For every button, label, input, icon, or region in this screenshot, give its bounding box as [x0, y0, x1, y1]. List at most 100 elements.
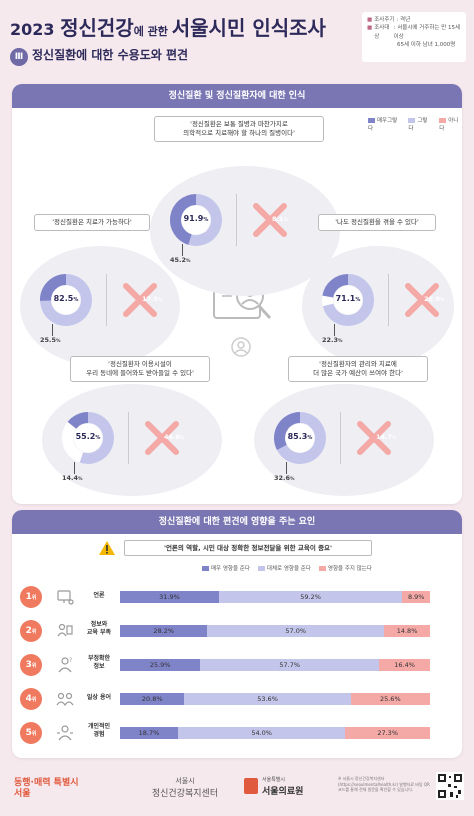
mental-health-center-logo: 서울시 정신건강복지센터: [140, 776, 230, 799]
perception-section-title: 정신질환 및 정신질환자에 대한 인식: [12, 84, 462, 108]
hospital-logo-name: 서울의료원: [262, 787, 304, 797]
perception-legend: 매우그렇다 그렇다 아니다: [368, 116, 462, 132]
legend-item: 매우그렇다: [368, 116, 400, 132]
bar-track: 18.7% 54.0% 27.3%: [120, 727, 430, 739]
legend-item: 매우 영향을 준다: [202, 564, 250, 572]
legend-swatch: [368, 118, 375, 123]
statement-quote: '정신질환자의 관리와 치료에 더 많은 국가 예산이 쓰여야 한다': [288, 356, 428, 382]
bar-value-label: 16.4%: [394, 661, 415, 669]
statement-quote: '정신질환자 이용시설이 우리 동네에 들어와도 받아들일 수 있다': [70, 356, 210, 382]
legend-item: 아니다: [439, 116, 462, 132]
hospital-logo-icon: [244, 778, 258, 794]
legend-swatch: [202, 566, 209, 571]
bar-segment: 27.3%: [345, 727, 430, 739]
bullet-icon: ■: [367, 17, 373, 23]
survey-info-value: : 격년: [396, 17, 411, 23]
survey-info-label: 조사주기: [374, 17, 395, 23]
agree-total-label: 82.5%: [53, 294, 79, 303]
agree-total-label: 91.9%: [183, 214, 209, 223]
person-icon: [57, 725, 73, 741]
rank-badge: 2위: [20, 620, 42, 642]
bar-value-label: 59.2%: [300, 593, 321, 601]
agree-total-label: 85.3%: [287, 432, 313, 441]
seoul-slogan-logo: 동행·매력 특별시 서울: [14, 778, 79, 799]
bar-segment: 20.8%: [120, 693, 185, 705]
title-end: 서울시민 인식조사: [171, 16, 326, 40]
rank-badge: 4위: [20, 688, 42, 710]
svg-text:?: ?: [69, 657, 72, 664]
legend-label: 매우 영향을 준다: [211, 566, 250, 572]
title-main: 정신건강: [60, 16, 134, 40]
legend-label: 그렇다: [408, 118, 428, 132]
legend-item: 대체로 영향을 준다: [257, 564, 311, 572]
bar-segment: 16.4%: [379, 659, 430, 671]
strong-agree-label: 22.3%: [322, 336, 343, 344]
rank-badge: 1위: [20, 586, 42, 608]
disagree-label: 8.1%: [272, 215, 289, 223]
bar-value-label: 25.6%: [379, 695, 401, 703]
logo-bottom-text: 정신건강복지센터: [151, 789, 219, 799]
leader-line: [334, 324, 335, 336]
bar-segment: 57.7%: [200, 659, 380, 671]
legend-swatch: [257, 566, 265, 571]
bar-value-label: 20.8%: [141, 695, 163, 703]
disagree-label: 17.5%: [142, 295, 163, 303]
page-title: 2023 정신건강에 관한 서울시민 인식조사: [10, 12, 326, 41]
leader-line: [74, 462, 75, 474]
people-talk-icon: [56, 692, 74, 707]
bias-section-title: 정신질환에 대한 편견에 영향을 주는 요인: [12, 510, 462, 534]
bar-value-label: 28.2%: [153, 627, 175, 635]
leader-line: [52, 324, 53, 336]
strong-agree-label: 45.2%: [170, 256, 191, 264]
legend-item: 그렇다: [408, 116, 431, 132]
disagree-label: 14.7%: [376, 433, 397, 441]
statement-quote: '정신질환은 보통 질병과 마찬가지로 의학적으로 치료해야 할 하나의 질병이…: [154, 116, 324, 142]
title-year: 2023: [10, 20, 55, 39]
bar-segment: 25.6%: [350, 693, 430, 705]
bar-segment: 14.8%: [384, 625, 430, 637]
bar-value-label: 25.9%: [149, 661, 171, 669]
legend-swatch: [439, 118, 447, 123]
info-board-icon: [57, 623, 73, 637]
factor-row: 3위? 부정확한 정보 25.9% 57.7% 16.4%: [12, 652, 432, 678]
leader-line: [182, 244, 183, 256]
legend-label: 아니다: [439, 118, 459, 132]
statement-quote: '나도 정신질환을 겪을 수 있다': [318, 214, 436, 231]
survey-info-row: ■ 조사대상: 서울시에 거주하는 만 15세 이상: [367, 24, 461, 41]
question-person-icon: ?: [58, 657, 72, 673]
divider-line: [388, 274, 389, 326]
leader-line: [286, 462, 287, 474]
disagree-label: 44.8%: [164, 433, 185, 441]
user-circle-icon: [231, 337, 251, 357]
speech-bubble: [20, 246, 180, 366]
bar-track: 28.2% 57.0% 14.8%: [120, 625, 430, 637]
bias-legend: 매우 영향을 준다 대체로 영향을 준다 영향을 주지 않는다: [202, 564, 372, 572]
bar-value-label: 57.7%: [279, 661, 301, 669]
header: 2023 정신건강에 관한 서울시민 인식조사 Ⅲ 정신질환에 대한 수용도와 편…: [0, 0, 474, 78]
bar-value-label: 54.0%: [251, 729, 272, 737]
agree-total-label: 55.2%: [75, 432, 101, 441]
tv-icon: [57, 590, 74, 605]
bullet-icon: ■: [367, 25, 373, 32]
rank-badge: 3위: [20, 654, 42, 676]
factor-row: 5위 개인적인 경험 18.7% 54.0% 27.3%: [12, 720, 432, 746]
survey-info-value: : 서울시에 거주하는 만 15세 이상: [393, 25, 461, 40]
bar-segment: 54.0%: [177, 727, 346, 739]
bar-track: 20.8% 53.6% 25.6%: [120, 693, 430, 705]
survey-info-row: 65세 이하 남녀 1,000명: [367, 41, 461, 49]
legend-label: 매우그렇다: [368, 118, 398, 132]
strong-agree-label: 25.5%: [40, 336, 61, 344]
bar-track: 25.9% 57.7% 16.4%: [120, 659, 430, 671]
survey-info-value: 65세 이하 남녀 1,000명: [397, 41, 456, 48]
divider-line: [340, 412, 341, 464]
factor-row: 2위 정보와 교육 부족 28.2% 57.0% 14.8%: [12, 618, 432, 644]
legend-swatch: [408, 118, 416, 123]
bar-value-label: 27.3%: [377, 729, 398, 737]
section-subtitle: Ⅲ 정신질환에 대한 수용도와 편견: [10, 46, 188, 66]
factor-label: 정보와 교육 부족: [86, 621, 112, 636]
hospital-logo-small: 서울특별시: [262, 777, 286, 783]
bias-callout: '언론의 역할, 시민 대상 정확한 정보전달을 위한 교육이 중요': [124, 540, 372, 556]
qr-code-icon[interactable]: [436, 772, 464, 800]
bar-segment: 53.6%: [184, 693, 351, 705]
bar-segment: 28.2%: [120, 625, 208, 637]
